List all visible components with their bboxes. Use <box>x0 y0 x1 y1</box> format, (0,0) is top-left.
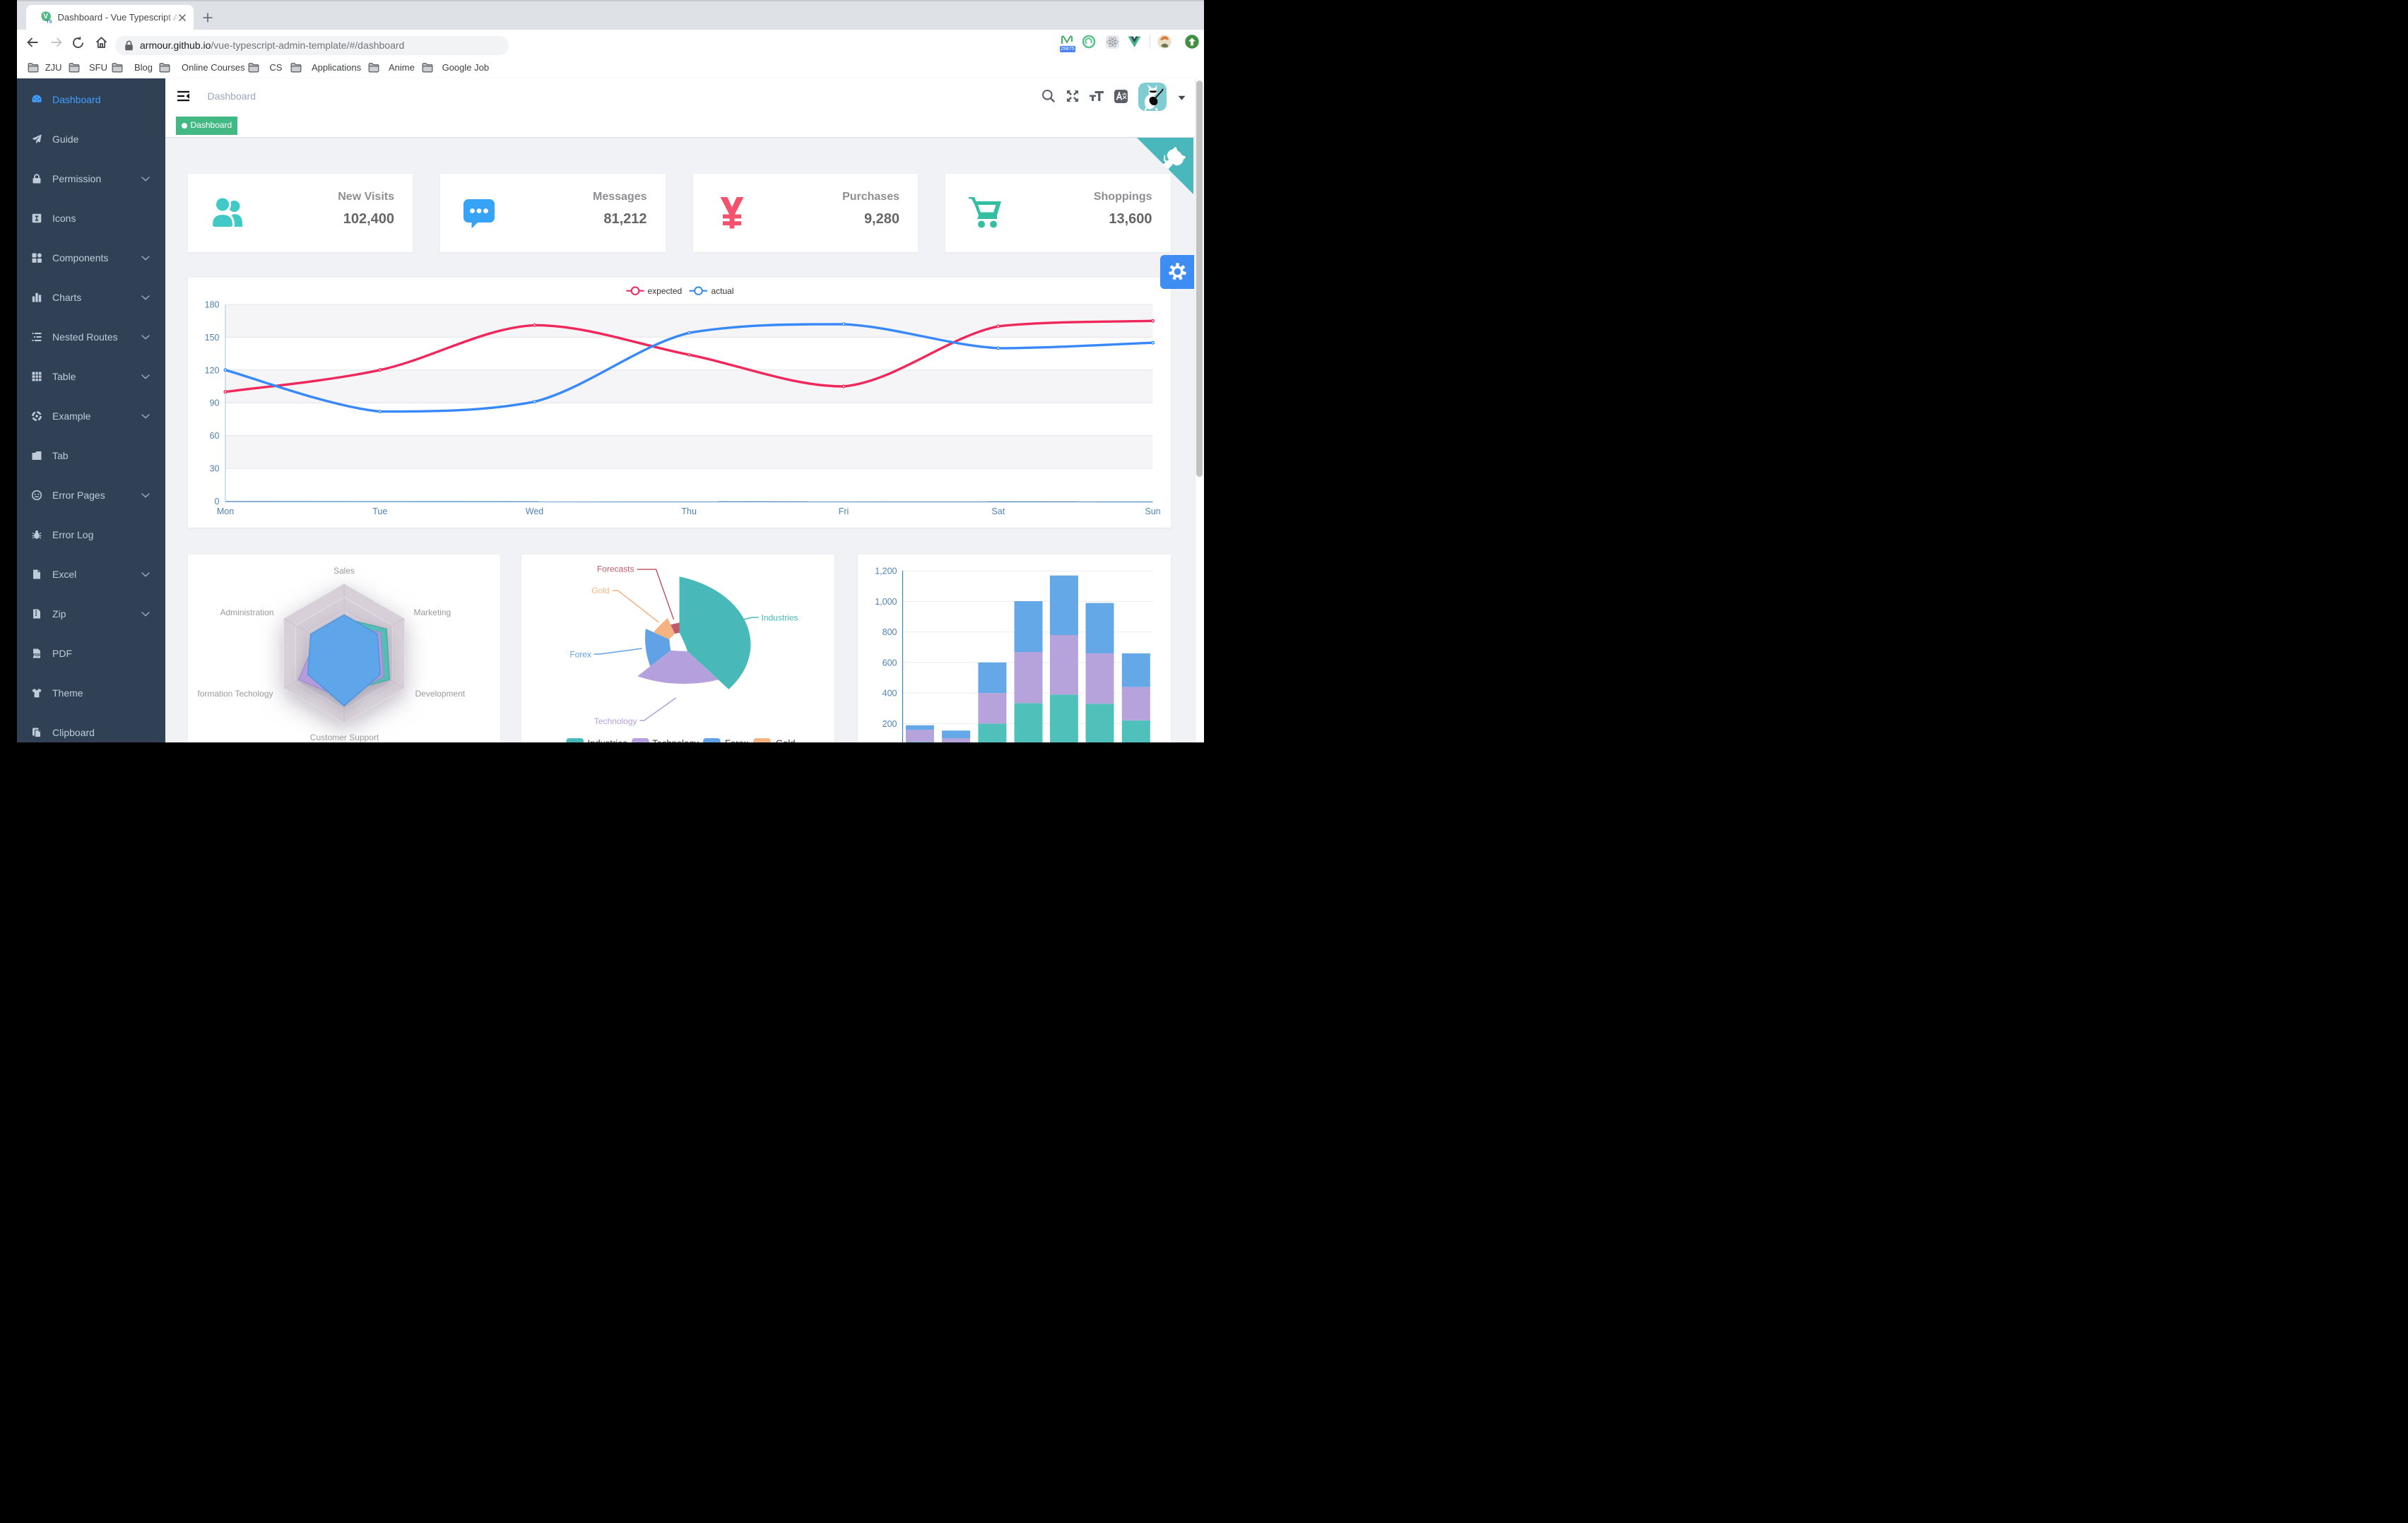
svg-text:60: 60 <box>209 431 219 441</box>
svg-text:Sun: Sun <box>1145 506 1160 516</box>
svg-text:Customer Support: Customer Support <box>309 733 379 742</box>
svg-text:120: 120 <box>204 365 219 375</box>
svg-text:expected: expected <box>647 286 682 296</box>
svg-text:Gold: Gold <box>591 586 609 595</box>
svg-text:V: V <box>43 13 48 20</box>
svg-text:Gold: Gold <box>776 738 795 743</box>
svg-text:Forex: Forex <box>569 650 591 660</box>
svg-text:Administration: Administration <box>220 608 273 617</box>
svg-text:actual: actual <box>711 286 733 296</box>
svg-text:Wed: Wed <box>525 506 543 516</box>
svg-text:Industries: Industries <box>761 613 798 623</box>
svg-text:Thu: Thu <box>681 506 697 516</box>
svg-text:Technology: Technology <box>652 738 699 743</box>
svg-text:Mon: Mon <box>216 506 233 516</box>
svg-text:Tue: Tue <box>372 506 387 516</box>
svg-text:Technology: Technology <box>594 716 637 726</box>
svg-text:Development: Development <box>415 689 465 699</box>
svg-text:Sales: Sales <box>333 566 354 576</box>
svg-text:90: 90 <box>209 398 219 408</box>
svg-text:Industries: Industries <box>587 738 627 743</box>
svg-text:PDF: PDF <box>33 653 41 658</box>
svg-text:1,200: 1,200 <box>875 567 897 576</box>
svg-text:180: 180 <box>204 300 219 310</box>
svg-text:600: 600 <box>882 658 897 668</box>
svg-text:Sat: Sat <box>991 506 1005 516</box>
svg-text:1,000: 1,000 <box>875 597 897 607</box>
svg-text:150: 150 <box>204 333 219 343</box>
svg-text:Forecasts: Forecasts <box>596 564 634 574</box>
svg-text:30: 30 <box>209 464 219 474</box>
svg-text:800: 800 <box>882 627 897 637</box>
svg-text:400: 400 <box>882 689 897 699</box>
svg-text:formation Techology: formation Techology <box>197 689 273 699</box>
svg-text:TS: TS <box>46 20 52 25</box>
svg-text:0: 0 <box>214 497 219 506</box>
svg-text:Forex: Forex <box>725 738 749 743</box>
svg-text:Fri: Fri <box>838 506 849 516</box>
svg-text:Marketing: Marketing <box>413 608 451 617</box>
svg-text:200: 200 <box>882 719 897 729</box>
